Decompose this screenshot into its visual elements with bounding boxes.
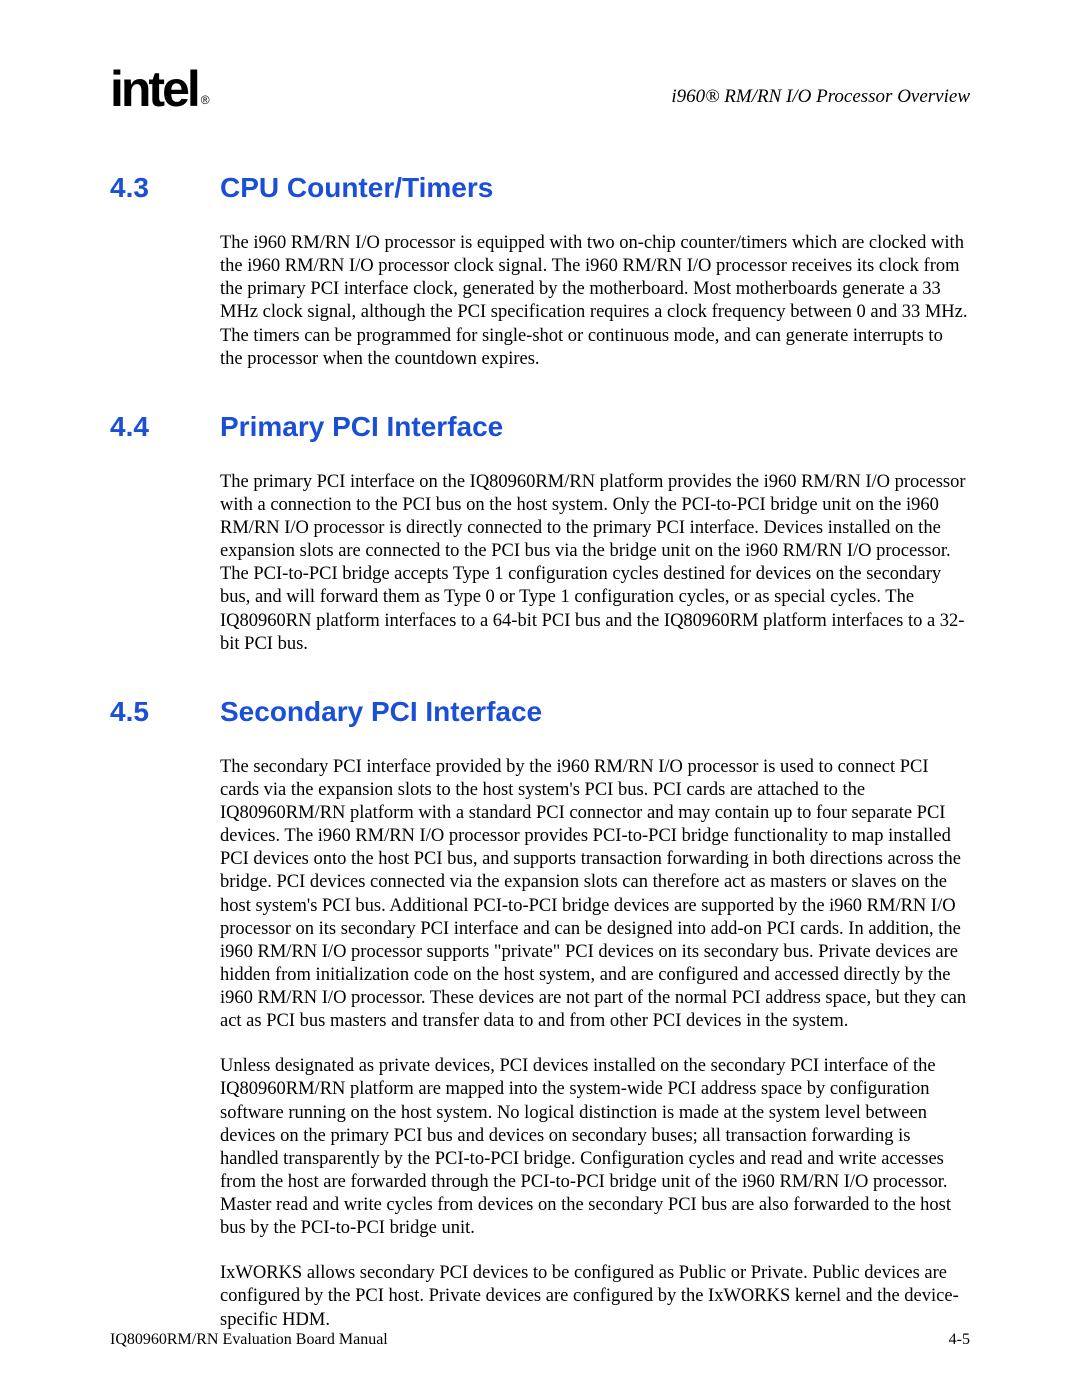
section: 4.5Secondary PCI Interface The secondary … xyxy=(110,696,970,1332)
section-heading: 4.4Primary PCI Interface xyxy=(110,411,970,443)
section-heading: 4.5Secondary PCI Interface xyxy=(110,696,970,728)
chapter-title: i960® RM/RN I/O Processor Overview xyxy=(671,86,970,114)
paragraph: The primary PCI interface on the IQ80960… xyxy=(220,471,970,656)
section-title: Secondary PCI Interface xyxy=(220,696,542,728)
section-number: 4.5 xyxy=(110,696,220,728)
section-title: Primary PCI Interface xyxy=(220,411,503,443)
section-number: 4.4 xyxy=(110,411,220,443)
paragraph: The i960 RM/RN I/O processor is equipped… xyxy=(220,232,970,371)
section-body: The secondary PCI interface provided by … xyxy=(220,756,970,1332)
footer-doc-title: IQ80960RM/RN Evaluation Board Manual xyxy=(110,1331,388,1349)
logo-text: intel xyxy=(110,61,198,117)
page-footer: IQ80960RM/RN Evaluation Board Manual 4-5 xyxy=(110,1331,970,1349)
footer-page-number: 4-5 xyxy=(949,1331,970,1349)
page: intel® i960® RM/RN I/O Processor Overvie… xyxy=(0,0,1080,1397)
intel-logo: intel® xyxy=(110,64,207,114)
section-body: The i960 RM/RN I/O processor is equipped… xyxy=(220,232,970,371)
sections-container: 4.3CPU Counter/Timers The i960 RM/RN I/O … xyxy=(110,172,970,1332)
paragraph: Unless designated as private devices, PC… xyxy=(220,1055,970,1240)
logo-registered-mark: ® xyxy=(201,93,210,107)
section-title: CPU Counter/Timers xyxy=(220,172,493,204)
page-header: intel® i960® RM/RN I/O Processor Overvie… xyxy=(110,64,970,114)
paragraph: The secondary PCI interface provided by … xyxy=(220,756,970,1034)
section: 4.4Primary PCI Interface The primary PCI … xyxy=(110,411,970,656)
section-number: 4.3 xyxy=(110,172,220,204)
section-heading: 4.3CPU Counter/Timers xyxy=(110,172,970,204)
section-body: The primary PCI interface on the IQ80960… xyxy=(220,471,970,656)
section: 4.3CPU Counter/Timers The i960 RM/RN I/O … xyxy=(110,172,970,371)
paragraph: IxWORKS allows secondary PCI devices to … xyxy=(220,1262,970,1331)
